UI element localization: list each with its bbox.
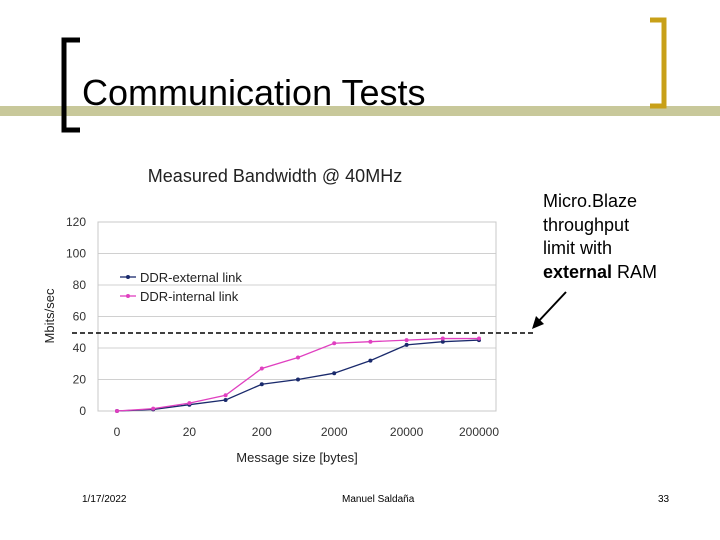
- legend-swatch-marker: [126, 294, 130, 298]
- y-axis-label: Mbits/sec: [42, 288, 57, 343]
- series-2-point: [259, 366, 264, 371]
- series-1-point: [440, 339, 445, 344]
- footer-date: 1/17/2022: [82, 494, 127, 505]
- annotation-bold-word: external: [543, 261, 613, 282]
- series-1-point: [296, 377, 300, 382]
- y-tick-label: 20: [73, 373, 87, 387]
- y-tick-label: 60: [73, 310, 87, 324]
- plot-border: [97, 221, 497, 412]
- series-1-point: [404, 342, 409, 347]
- series-2-point: [332, 341, 337, 346]
- y-tick-label: 0: [79, 404, 86, 418]
- footer-page-number: 33: [658, 494, 670, 505]
- series-1-point: [332, 371, 337, 376]
- y-tick-label: 40: [73, 341, 87, 355]
- annotation-line-2: throughput: [543, 214, 630, 235]
- series-line-1: [116, 339, 480, 412]
- annotation-arrow-shaft: [535, 291, 567, 325]
- series-2-point: [187, 401, 192, 406]
- annotation-line-4: external RAM: [543, 261, 713, 285]
- series-2-point: [151, 406, 156, 411]
- series-2-point: [477, 336, 481, 341]
- x-tick-label: 200000: [459, 425, 499, 439]
- left-bracket: [61, 37, 80, 133]
- x-tick-label: 200: [252, 425, 272, 439]
- annotation-arrow-head: [532, 316, 544, 329]
- series-1-point: [368, 358, 373, 363]
- y-tick-label: 100: [66, 247, 86, 261]
- legend-swatch-marker: [126, 275, 130, 279]
- annotation-rest: RAM: [612, 261, 658, 282]
- legend-entry: DDR-internal link: [140, 289, 239, 304]
- annotation-line-3: limit with: [543, 238, 613, 258]
- legend-entry: DDR-external link: [140, 270, 242, 285]
- x-tick-label: 20000: [390, 425, 424, 439]
- annotation-line-1: Micro.Blaze: [543, 191, 638, 211]
- series-2-point: [296, 355, 300, 360]
- series-2-point: [440, 336, 445, 341]
- slide-title: Communication Tests: [82, 72, 426, 113]
- footer-author: Manuel Saldaña: [342, 494, 415, 505]
- x-tick-label: 20: [183, 425, 197, 439]
- series-2-point: [115, 409, 119, 413]
- y-tick-label: 120: [66, 215, 86, 229]
- throughput-annotation: Micro.Blaze throughput limit with extern…: [543, 190, 713, 284]
- series-2-point: [404, 338, 409, 343]
- series-1-point: [223, 397, 228, 402]
- right-bracket: [650, 17, 667, 109]
- x-tick-label: 2000: [321, 425, 348, 439]
- series-1-point: [259, 382, 264, 387]
- chart-title: Measured Bandwidth @ 40MHz: [148, 166, 402, 186]
- x-tick-label: 0: [114, 425, 121, 439]
- series-line-2: [116, 337, 479, 412]
- y-tick-label: 80: [73, 278, 87, 292]
- series-2-point: [368, 339, 373, 344]
- series-2-point: [223, 393, 228, 398]
- x-axis-label: Message size [bytes]: [236, 450, 357, 465]
- title-accent-bar: [0, 106, 720, 116]
